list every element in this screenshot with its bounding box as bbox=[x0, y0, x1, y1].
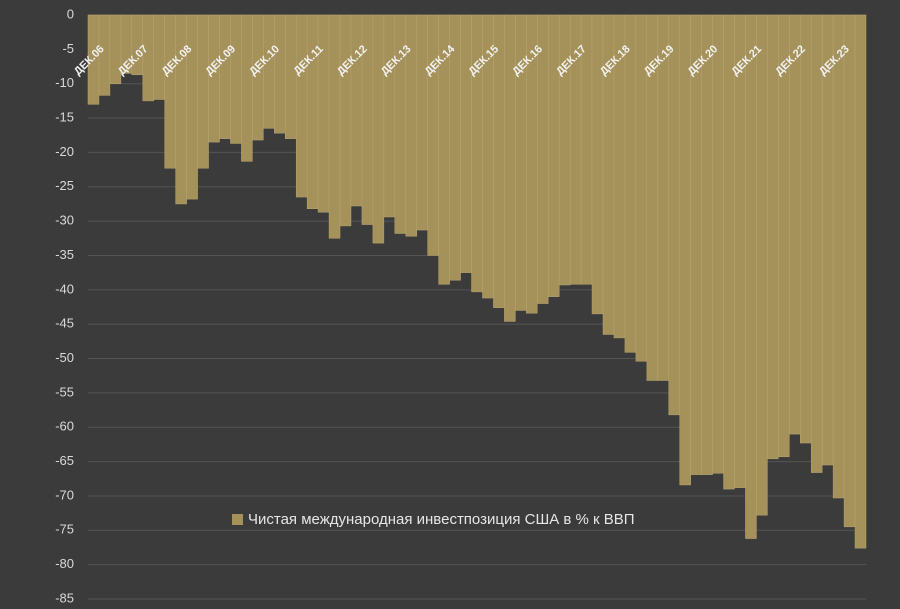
bar bbox=[219, 14, 231, 139]
bar bbox=[624, 14, 637, 353]
bar bbox=[186, 14, 198, 200]
y-tick-label: -55 bbox=[55, 384, 74, 399]
legend-swatch bbox=[232, 514, 243, 525]
y-tick-label: -85 bbox=[55, 590, 74, 605]
bar bbox=[679, 14, 691, 486]
bar bbox=[460, 14, 472, 273]
bar bbox=[591, 14, 604, 315]
bar bbox=[504, 14, 516, 322]
bar bbox=[778, 14, 790, 458]
bar bbox=[832, 14, 845, 499]
bar bbox=[712, 14, 724, 474]
bar bbox=[142, 14, 154, 102]
bar bbox=[537, 14, 549, 304]
y-tick-label: -40 bbox=[55, 281, 74, 296]
bar bbox=[263, 14, 275, 129]
bar bbox=[295, 14, 308, 198]
bar bbox=[800, 14, 812, 444]
legend-label: Чистая международная инвестпозиция США в… bbox=[248, 511, 635, 528]
bar bbox=[657, 14, 670, 381]
y-tick-label: -35 bbox=[55, 247, 74, 262]
bar bbox=[328, 14, 341, 239]
bar bbox=[317, 14, 330, 213]
bar bbox=[416, 14, 428, 231]
bar bbox=[734, 14, 746, 488]
bar bbox=[668, 14, 680, 416]
bar bbox=[230, 14, 242, 144]
bar bbox=[427, 14, 439, 256]
bar bbox=[383, 14, 396, 218]
bar bbox=[241, 14, 253, 162]
bar bbox=[723, 14, 735, 490]
bar bbox=[274, 14, 286, 134]
bar bbox=[547, 14, 560, 297]
y-tick-label: 0 bbox=[67, 6, 74, 21]
y-tick-label: -80 bbox=[55, 556, 74, 571]
bar bbox=[284, 14, 297, 139]
bar bbox=[745, 14, 757, 539]
y-tick-label: -70 bbox=[55, 487, 74, 502]
y-tick-label: -30 bbox=[55, 213, 74, 228]
y-tick-label: -50 bbox=[55, 350, 74, 365]
bar bbox=[197, 14, 209, 169]
bar bbox=[690, 14, 702, 475]
bar bbox=[854, 14, 867, 549]
y-tick-label: -15 bbox=[55, 109, 74, 124]
y-tick-label: -5 bbox=[62, 41, 74, 56]
y-tick-label: -25 bbox=[55, 178, 74, 193]
bar bbox=[810, 14, 823, 473]
bar bbox=[767, 14, 779, 460]
bar bbox=[164, 14, 176, 169]
y-tick-label: -75 bbox=[55, 522, 74, 537]
bar bbox=[208, 14, 220, 143]
bar bbox=[756, 14, 768, 516]
bar bbox=[339, 14, 352, 227]
y-tick-label: -65 bbox=[55, 453, 74, 468]
bar bbox=[821, 14, 834, 466]
bar bbox=[789, 14, 801, 435]
y-tick-label: -10 bbox=[55, 75, 74, 90]
bar bbox=[153, 14, 165, 100]
bar bbox=[701, 14, 713, 475]
y-tick-label: -20 bbox=[55, 144, 74, 159]
y-tick-label: -45 bbox=[55, 316, 74, 331]
bar bbox=[493, 14, 505, 308]
y-tick-label: -60 bbox=[55, 419, 74, 434]
bar bbox=[843, 14, 856, 528]
bar bbox=[372, 14, 385, 244]
